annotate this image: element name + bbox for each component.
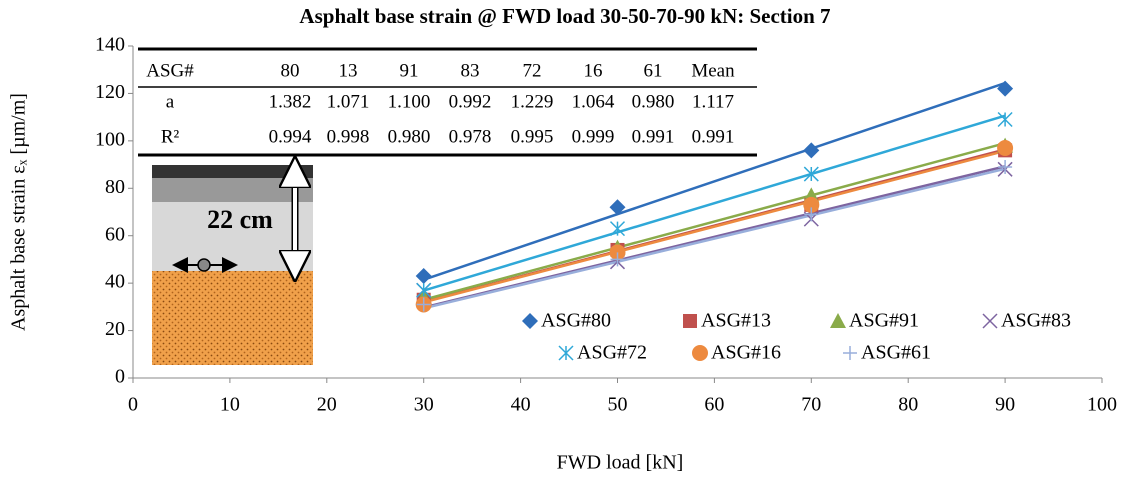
- table-cell: 0.978: [449, 126, 492, 147]
- point: [803, 166, 819, 182]
- table-cell: 0.995: [511, 126, 554, 147]
- point: [416, 297, 431, 312]
- x-tick-label: 0: [128, 394, 138, 416]
- table-cell: 0.999: [572, 126, 615, 147]
- table-cell: 1.117: [692, 91, 734, 112]
- table-cell: 0.991: [632, 126, 675, 147]
- table-header: 16: [584, 60, 603, 81]
- point: [692, 345, 708, 361]
- trend-line: [423, 142, 1006, 301]
- x-tick-label: 70: [801, 394, 821, 416]
- legend-label: ASG#72: [577, 342, 647, 364]
- point: [804, 207, 819, 222]
- point: [998, 159, 1013, 174]
- table-header: ASG#: [146, 60, 194, 81]
- point: [997, 111, 1013, 128]
- x-tick-label: 20: [317, 394, 337, 416]
- legend-label: ASG#80: [541, 310, 611, 332]
- point: [416, 282, 432, 298]
- point: [609, 199, 626, 216]
- point: [803, 142, 820, 159]
- y-tick-label: 140: [95, 34, 125, 56]
- y-tick-label: 20: [105, 318, 125, 340]
- x-tick-label: 90: [995, 394, 1015, 416]
- point: [843, 346, 857, 360]
- table-header: Mean: [691, 60, 735, 81]
- point: [982, 313, 998, 329]
- x-tick-label: 40: [511, 394, 531, 416]
- y-tick-label: 120: [95, 81, 125, 103]
- point: [609, 244, 626, 261]
- x-tick-label: 30: [414, 394, 434, 416]
- table-header: 91: [400, 60, 419, 81]
- x-tick-label: 10: [220, 394, 240, 416]
- point: [609, 221, 626, 237]
- x-tick-label: 50: [608, 394, 628, 416]
- y-tick-label: 60: [105, 223, 125, 245]
- x-tick-label: 80: [898, 394, 918, 416]
- legend-label: ASG#16: [711, 342, 781, 364]
- legend-label: ASG#83: [1001, 310, 1071, 332]
- table-bg: [138, 48, 757, 156]
- point: [997, 80, 1014, 97]
- point: [830, 313, 846, 328]
- table-row-label: R²: [161, 126, 180, 147]
- x-tick-label: 60: [704, 394, 724, 416]
- pavement-diagram: [152, 165, 313, 365]
- point: [522, 313, 538, 329]
- legend-label: ASG#13: [701, 310, 771, 332]
- y-tick-label: 40: [105, 271, 125, 293]
- table-cell: 0.992: [449, 91, 492, 112]
- table-header: 61: [644, 60, 663, 81]
- trend-line: [423, 149, 1006, 304]
- table-header: 83: [461, 60, 480, 81]
- table-cell: 0.994: [269, 126, 312, 147]
- point: [558, 345, 574, 361]
- diagram-label: 22 cm: [207, 205, 273, 234]
- table-header: 72: [523, 60, 542, 81]
- y-axis-label: Asphalt base strain εₓ [µm/m]: [8, 93, 30, 331]
- point: [803, 196, 820, 213]
- table-cell: 0.980: [388, 126, 431, 147]
- table-header: 80: [281, 60, 300, 81]
- point: [610, 252, 625, 267]
- x-tick-label: 100: [1087, 394, 1117, 416]
- table-row-label: a: [166, 91, 175, 112]
- legend-label: ASG#61: [861, 342, 931, 364]
- point: [415, 268, 432, 285]
- point: [997, 139, 1014, 156]
- table-cell: 0.991: [692, 126, 735, 147]
- trend-line: [423, 114, 1006, 292]
- y-tick-label: 80: [105, 176, 125, 198]
- table-cell: 1.071: [327, 91, 370, 112]
- table-cell: 1.229: [511, 91, 554, 112]
- y-tick-label: 0: [115, 366, 125, 388]
- x-axis-label: FWD load [kN]: [557, 452, 684, 474]
- chart-title: Asphalt base strain @ FWD load 30-50-70-…: [299, 4, 830, 28]
- table-cell: 0.998: [327, 126, 370, 147]
- table-cell: 0.980: [632, 91, 675, 112]
- table-cell: 1.100: [388, 91, 431, 112]
- y-tick-label: 100: [95, 128, 125, 150]
- table-cell: 1.064: [572, 91, 615, 112]
- legend-label: ASG#91: [849, 310, 919, 332]
- table-header: 13: [339, 60, 358, 81]
- trend-line: [423, 167, 1006, 310]
- trend-line: [423, 81, 1006, 281]
- point: [683, 314, 697, 328]
- table-cell: 1.382: [269, 91, 312, 112]
